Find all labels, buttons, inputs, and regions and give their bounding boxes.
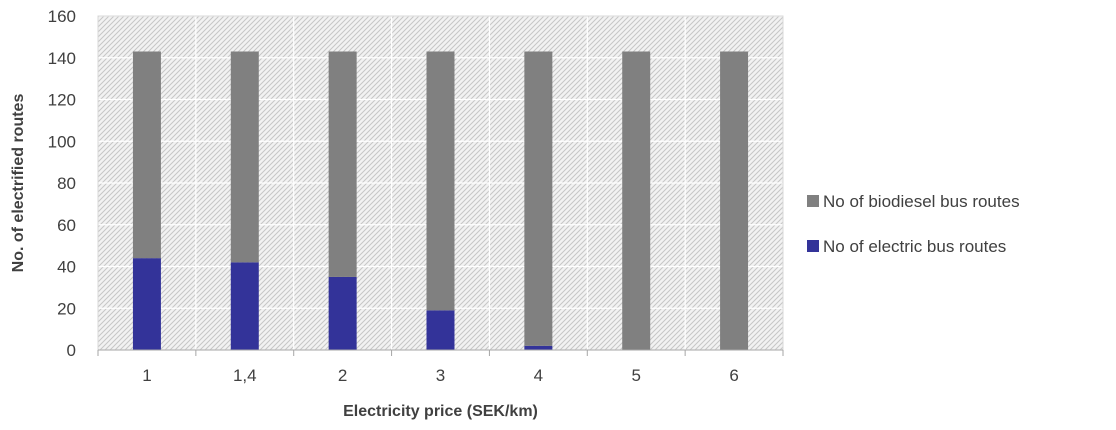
y-tick-label: 40 (57, 258, 76, 277)
bar-segment (426, 310, 455, 350)
bar-segment (426, 51, 455, 311)
legend-swatch (807, 195, 819, 207)
x-tick-label: 6 (729, 366, 738, 385)
y-tick-label: 100 (48, 132, 76, 151)
x-tick-label: 5 (631, 366, 640, 385)
bar-segment (524, 345, 553, 350)
x-tick-label: 1 (142, 366, 151, 385)
y-tick-label: 160 (48, 7, 76, 26)
y-tick-label: 140 (48, 49, 76, 68)
y-tick-label: 120 (48, 91, 76, 110)
bar-segment (524, 51, 553, 346)
y-tick-label: 0 (67, 341, 76, 360)
axes (97, 349, 784, 356)
legend-swatch (807, 240, 819, 252)
legend-item: No of biodiesel bus routes (807, 192, 1020, 211)
legend-item: No of electric bus routes (807, 237, 1006, 256)
x-tick-label: 4 (534, 366, 543, 385)
tick-labels: 0 20 40 60 80 100 120 140 160 1 1,4 2 3 4 5 6 (48, 7, 739, 385)
legend-label: No of biodiesel bus routes (823, 192, 1020, 211)
bar-segment (622, 51, 651, 351)
x-tick-label: 1,4 (233, 366, 257, 385)
y-axis-title: No. of electrified routes (10, 94, 27, 273)
legend-label: No of electric bus routes (823, 237, 1006, 256)
x-tick-label: 3 (436, 366, 445, 385)
bar-segment (230, 51, 259, 263)
bar-segment (230, 262, 259, 350)
y-tick-label: 20 (57, 299, 76, 318)
y-tick-label: 80 (57, 174, 76, 193)
bar-segment (328, 276, 357, 350)
legend: No of biodiesel bus routes No of electric… (807, 192, 1020, 256)
bar-segment (132, 258, 161, 350)
bar-segment (328, 51, 357, 277)
bars (132, 51, 749, 351)
x-axis-title: Electricity price (SEK/km) (343, 403, 538, 420)
bar-segment (132, 51, 161, 259)
x-tick-label: 2 (338, 366, 347, 385)
y-tick-label: 60 (57, 216, 76, 235)
bar-segment (720, 51, 749, 351)
